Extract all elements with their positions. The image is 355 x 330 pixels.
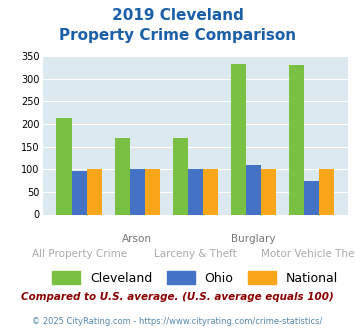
Bar [304,182,319,215]
Legend: Cleveland, Ohio, National: Cleveland, Ohio, National [52,272,338,285]
Bar [72,171,87,214]
Text: Motor Vehicle Theft: Motor Vehicle Theft [261,249,355,259]
Text: Compared to U.S. average. (U.S. average equals 100): Compared to U.S. average. (U.S. average … [21,292,334,302]
Text: 2019 Cleveland: 2019 Cleveland [111,8,244,23]
Text: Property Crime Comparison: Property Crime Comparison [59,28,296,43]
Bar [145,169,160,214]
Text: Arson: Arson [122,234,152,244]
Bar [261,169,276,214]
Text: Burglary: Burglary [231,234,275,244]
Bar [115,139,130,214]
Text: All Property Crime: All Property Crime [32,249,127,259]
Bar [173,139,188,214]
Bar [289,65,304,214]
Bar [56,118,72,214]
Bar [319,169,334,214]
Bar [231,64,246,214]
Bar [246,165,261,214]
Bar [130,169,145,214]
Bar [188,169,203,214]
Bar [203,169,218,214]
Text: © 2025 CityRating.com - https://www.cityrating.com/crime-statistics/: © 2025 CityRating.com - https://www.city… [32,317,323,326]
Bar [87,169,102,214]
Text: Larceny & Theft: Larceny & Theft [154,249,237,259]
